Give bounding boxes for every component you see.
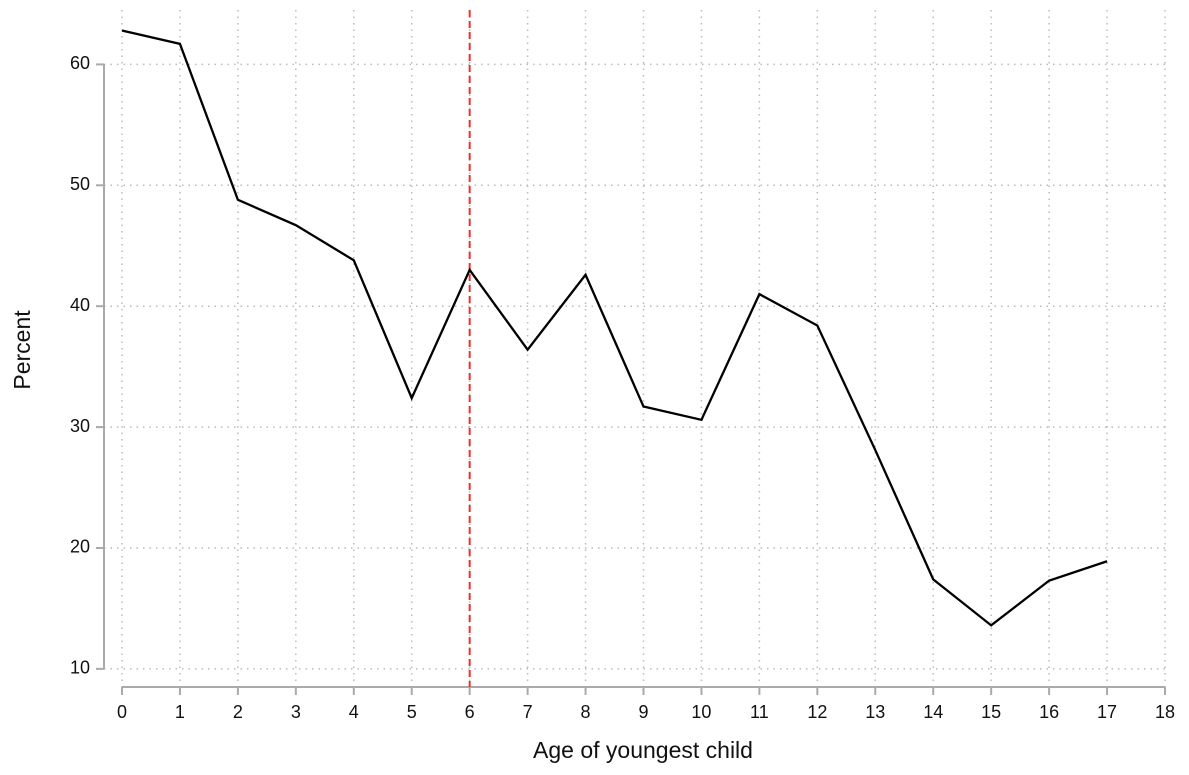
y-tick-label: 60 xyxy=(70,53,90,73)
x-tick-label: 9 xyxy=(638,702,648,722)
x-tick-label: 18 xyxy=(1155,702,1175,722)
y-tick-label: 40 xyxy=(70,295,90,315)
x-tick-label: 1 xyxy=(175,702,185,722)
y-tick-label: 10 xyxy=(70,658,90,678)
x-tick-label: 12 xyxy=(807,702,827,722)
x-tick-label: 7 xyxy=(523,702,533,722)
x-tick-label: 6 xyxy=(465,702,475,722)
x-tick-label: 13 xyxy=(865,702,885,722)
x-tick-label: 15 xyxy=(981,702,1001,722)
x-tick-label: 11 xyxy=(750,702,769,722)
x-tick-label: 10 xyxy=(691,702,711,722)
x-tick-label: 0 xyxy=(117,702,127,722)
y-tick-label: 20 xyxy=(70,537,90,557)
data-line xyxy=(121,29,1108,627)
x-tick-label: 4 xyxy=(349,702,359,722)
x-tick-label: 16 xyxy=(1039,702,1059,722)
x-tick-label: 5 xyxy=(407,702,417,722)
x-axis-title: Age of youngest child xyxy=(533,737,753,763)
x-tick-label: 14 xyxy=(923,702,943,722)
y-axis-title: Percent xyxy=(9,310,35,390)
x-tick-label: 8 xyxy=(581,702,591,722)
x-tick-label: 3 xyxy=(291,702,301,722)
x-tick-label: 17 xyxy=(1097,702,1117,722)
x-tick-label: 2 xyxy=(233,702,243,722)
y-tick-label: 50 xyxy=(70,174,90,194)
y-tick-label: 30 xyxy=(70,416,90,436)
